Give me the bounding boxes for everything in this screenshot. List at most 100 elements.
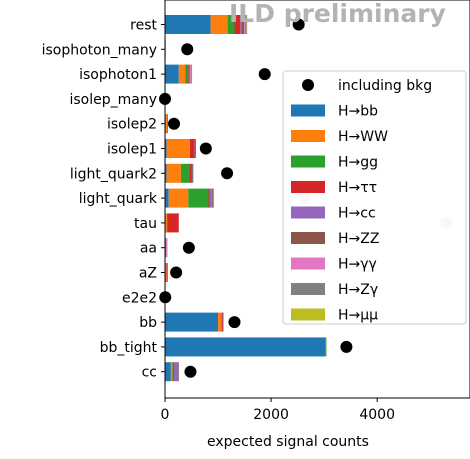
bar-segment-bb-1 [218, 312, 222, 332]
bar-segment-rest-2 [227, 15, 235, 34]
y-tick-label-bb_tight: bb_tight [100, 340, 158, 356]
bar-segment-aZ-7 [167, 263, 168, 282]
y-tick-label-bb: bb [139, 315, 157, 331]
y-tick-label-isophoton_many: isophoton_many [42, 42, 157, 58]
bar-segment-isolep1-5 [194, 139, 196, 158]
bar-segment-rest-7 [245, 15, 247, 34]
bar-segment-cc-7 [178, 362, 180, 382]
x-tick-label-4000: 4000 [359, 407, 395, 423]
bar-segment-rest-3 [234, 15, 241, 34]
bar-segment-aZ-5 [167, 263, 168, 282]
legend-label-7: H→γγ [338, 257, 377, 273]
legend-patch-9 [291, 308, 325, 321]
bar-segment-light_quark2-3 [189, 163, 192, 183]
legend-label-6: H→ZZ [338, 231, 379, 247]
bar-segment-light_quark-5 [211, 188, 213, 208]
bkg-point-aa [182, 241, 195, 254]
y-tick-label-tau: tau [134, 216, 157, 232]
bar-segment-cc-1 [170, 362, 173, 382]
y-tick-label-isolep1: isolep1 [107, 142, 157, 158]
y-tick-label-isolep2: isolep2 [107, 117, 157, 133]
bar-segment-cc-3 [173, 362, 175, 382]
bkg-point-isolep2 [168, 117, 181, 130]
legend-label-1: H→bb [338, 104, 378, 120]
bar-segment-aa-6 [165, 238, 167, 258]
y-tick-label-aa: aa [140, 241, 157, 257]
bar-segment-bb-5 [222, 312, 224, 332]
bkg-point-isophoton_many [181, 43, 194, 56]
bkg-point-aZ [170, 266, 183, 279]
bar-segment-isophoton1-2 [185, 64, 189, 84]
bar-segment-light_quark-1 [168, 188, 189, 208]
legend: including bkg H→bb H→WW H→gg H→ττ H→cc H→ZZ H→γ… [282, 70, 467, 325]
bar-segment-cc-0 [165, 362, 171, 382]
bar-segment-isophoton1-6 [190, 64, 192, 84]
bar-segment-isolep2-3 [166, 114, 168, 134]
bar-segment-isolep1-0 [165, 139, 167, 158]
bar-segment-cc-4 [174, 362, 179, 382]
y-tick-label-isophoton1: isophoton1 [79, 67, 157, 83]
y-tick-label-light_quark2: light_quark2 [70, 166, 157, 182]
legend-patch-3 [291, 155, 325, 168]
bkg-point-bb_tight [340, 340, 353, 353]
bar-segment-light_quark2-5 [191, 163, 193, 183]
y-ticks: rest isophoton_many isophoton1 isolep_manyi… [42, 18, 165, 381]
bar-segment-light_quark2-1 [166, 163, 181, 183]
legend-patch-5 [291, 206, 325, 219]
legend-patch-4 [291, 181, 325, 193]
bar-segment-bb_tight-0 [165, 337, 326, 357]
bar-segment-isophoton1-1 [178, 64, 186, 84]
bar-segment-light_quark2-7 [192, 163, 194, 183]
bar-segment-tau-3 [167, 213, 179, 233]
bar-segment-isophoton1-7 [191, 64, 193, 84]
bkg-point-isolep1 [199, 142, 212, 155]
bkg-point-cc [184, 365, 197, 378]
bar-segment-isolep2-1 [165, 114, 167, 134]
plot-frame [164, 0, 470, 399]
bkg-point-light_quark2 [221, 167, 234, 180]
y-tick-label-cc: cc [142, 365, 157, 381]
bar-segment-bb-3 [222, 312, 223, 332]
legend-patch-2 [291, 130, 325, 142]
x-axis-label: expected signal counts [207, 434, 369, 450]
bkg-point-rest [292, 18, 305, 31]
bar-segment-tau-1 [165, 213, 168, 233]
bar-segment-light_quark-2 [188, 188, 209, 208]
bar-segment-light_quark-7 [212, 188, 214, 208]
bar-segment-isophoton1-0 [165, 64, 179, 84]
y-tick-label-isolep_many: isolep_many [69, 92, 157, 108]
bar-segment-rest-4 [240, 15, 242, 34]
bar-segment-light_quark2-4 [191, 163, 193, 183]
bar-segment-aZ-3 [166, 263, 168, 282]
legend-label-5: H→cc [338, 206, 376, 222]
bar-segment-cc-2 [172, 362, 174, 382]
bar-segment-isolep1-4 [194, 139, 196, 158]
bar-segment-isophoton1-4 [189, 64, 190, 84]
bar-segment-light_quark-3 [208, 188, 210, 208]
bar-segment-rest-5 [241, 15, 245, 34]
bar-segment-isolep1-3 [189, 139, 195, 158]
y-tick-label-e2e2: e2e2 [122, 290, 157, 306]
bar-segment-isolep1-7 [195, 139, 196, 158]
bar-segment-light_quark2-2 [180, 163, 190, 183]
bar-segment-isophoton1-3 [188, 64, 190, 84]
legend-marker-bkg [302, 79, 314, 91]
x-tick-label-0: 0 [161, 407, 170, 423]
bar-segment-aa-7 [166, 238, 168, 258]
legend-patch-7 [291, 257, 325, 270]
bar-segment-isophoton1-5 [189, 64, 191, 84]
legend-label-9: H→μμ [338, 308, 378, 324]
legend-label-8: H→Zγ [338, 282, 378, 298]
legend-label-2: H→WW [338, 129, 388, 145]
x-ticks: 0 2000 4000 [161, 398, 395, 423]
y-tick-label-aZ: aZ [139, 266, 157, 282]
bar-segment-aZ-1 [165, 263, 167, 282]
legend-label-4: H→ττ [338, 180, 377, 196]
bar-segment-aa-3 [165, 238, 167, 258]
bar-segment-bb_tight-2 [325, 337, 327, 357]
bar-segment-light_quark-4 [209, 188, 212, 208]
legend-label-0: including bkg [338, 78, 432, 94]
bar-segment-light_quark-0 [165, 188, 169, 208]
x-tick-label-2000: 2000 [253, 407, 289, 423]
